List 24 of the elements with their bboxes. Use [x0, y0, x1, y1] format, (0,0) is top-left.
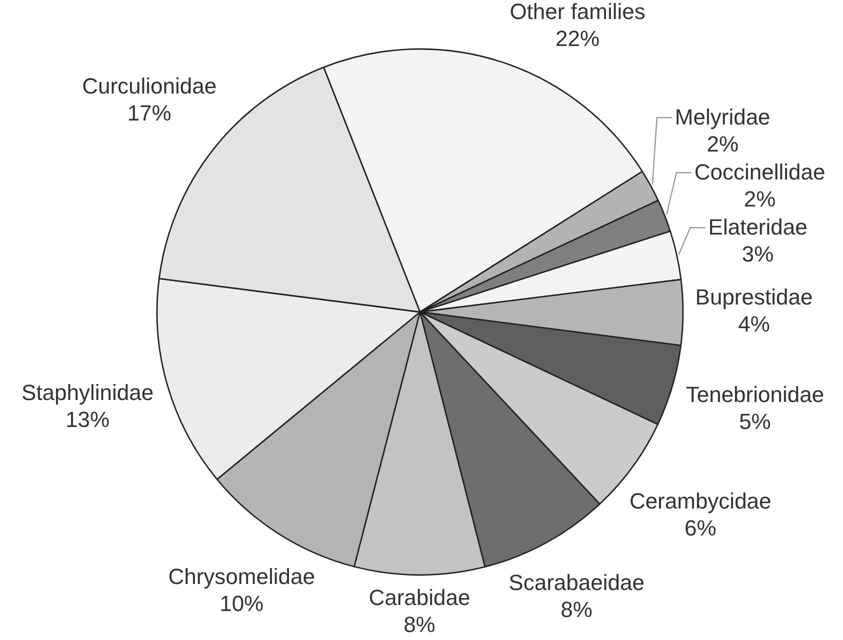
data-label: 4% — [738, 312, 770, 337]
data-label: 10% — [220, 591, 264, 616]
slice-label: Chrysomelidae — [168, 564, 315, 590]
data-label: 6% — [684, 515, 716, 540]
data-label: 2% — [744, 186, 776, 212]
slice-label: Staphylinidae — [22, 380, 154, 405]
data-label: 13% — [66, 406, 110, 432]
data-label: 22% — [556, 26, 600, 51]
slice-label: Other families — [510, 0, 646, 24]
slice-label: Carabidae — [368, 585, 470, 610]
data-label: 2% — [706, 132, 739, 157]
slice-label: Coccinellidae — [694, 160, 826, 185]
slice-label: Cerambycidae — [629, 488, 772, 514]
data-label: 8% — [404, 612, 436, 637]
slice-label: Curculionidae — [82, 73, 217, 98]
slice-label: Elateridae — [708, 214, 808, 240]
slice-label: Tenebrionidae — [686, 382, 824, 407]
data-label: 3% — [742, 242, 774, 267]
slice-label: Melyridae — [674, 104, 770, 130]
data-label: 5% — [739, 408, 771, 434]
data-label: 17% — [127, 100, 172, 126]
slice-label: Scarabaeidae — [508, 570, 644, 595]
slice-label: Buprestidae — [695, 284, 813, 310]
data-label: 8% — [560, 596, 592, 622]
